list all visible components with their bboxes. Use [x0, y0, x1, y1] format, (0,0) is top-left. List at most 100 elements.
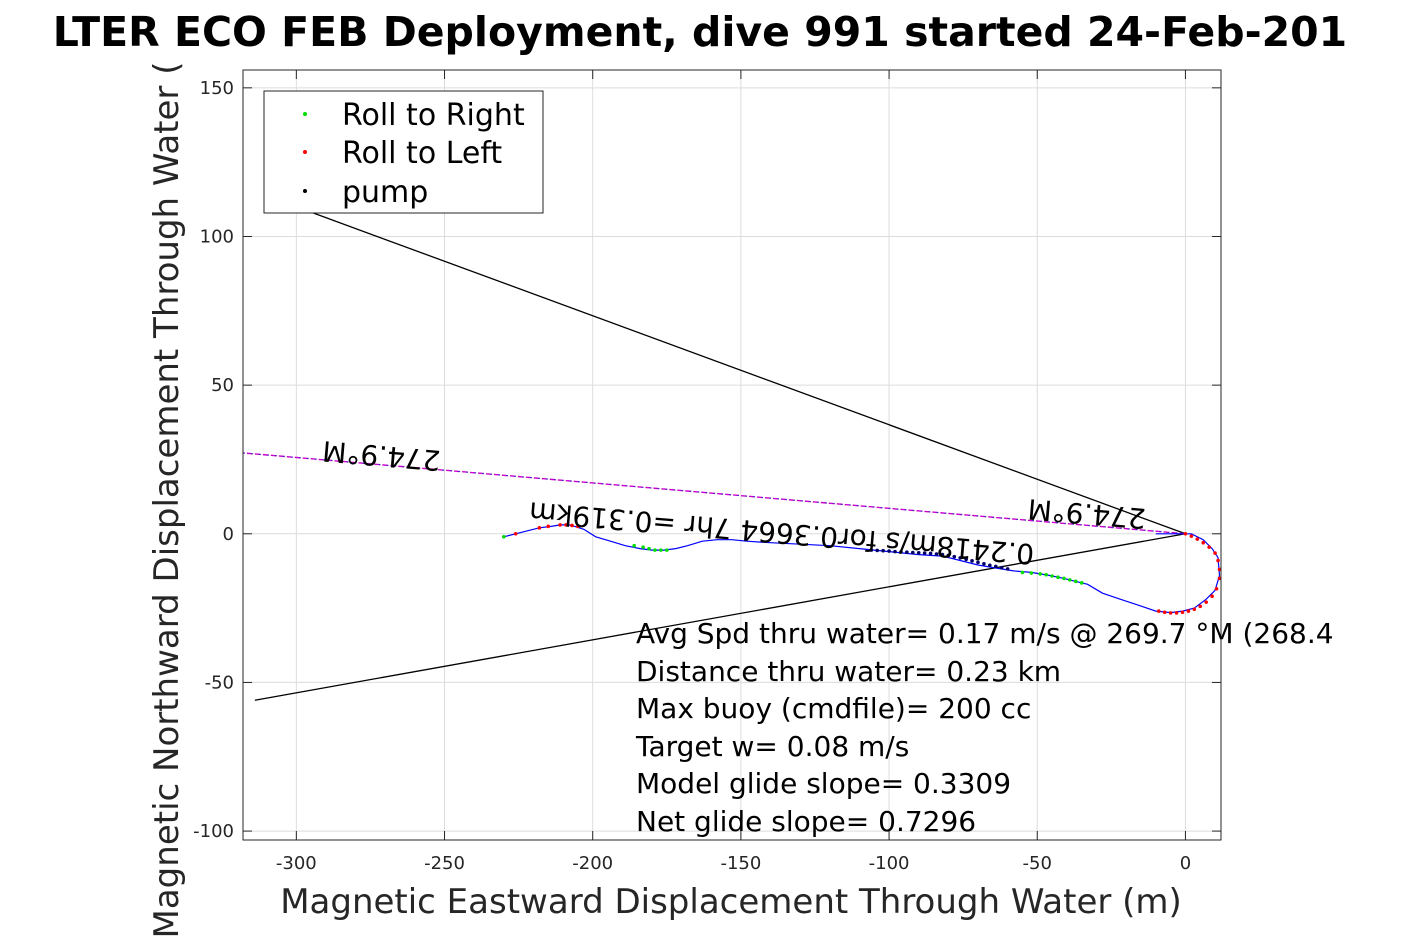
roll-right-point — [665, 548, 669, 552]
roll-left-point — [576, 524, 580, 529]
roll-left-point — [1216, 558, 1220, 563]
roll-left-point — [1207, 545, 1211, 549]
roll-right-point — [641, 545, 645, 549]
heading-cone-line — [254, 533, 1186, 701]
roll-left-point — [1217, 567, 1221, 572]
pump-point — [958, 556, 962, 560]
pump-point — [893, 549, 897, 554]
roll-left-point — [1213, 551, 1217, 555]
roll-right-point — [632, 543, 636, 548]
roll-left-point — [1198, 604, 1203, 609]
x-tick-label: -300 — [276, 853, 317, 874]
y-tick-label: 50 — [211, 375, 234, 396]
roll-right-point — [1038, 572, 1043, 576]
pump-point — [988, 563, 992, 568]
roll-right-point — [1044, 573, 1048, 577]
legend-marker-roll-left — [303, 150, 307, 154]
roll-left-point — [1214, 586, 1219, 591]
legend-marker-roll-right — [303, 112, 307, 116]
legend: Roll to Right Roll to Left pump — [263, 90, 544, 214]
heading-line-overlay — [243, 452, 1186, 535]
pump-point — [869, 548, 874, 552]
roll-right-point — [1062, 576, 1066, 581]
annotation-net-glide: Net glide slope= 0.7296 — [636, 805, 976, 838]
y-tick-label: -100 — [193, 821, 234, 842]
roll-left-point — [513, 531, 518, 536]
annotation-target-w: Target w= 0.08 m/s — [635, 730, 909, 763]
legend-label-roll-left: Roll to Left — [342, 136, 502, 171]
legend-label-roll-right: Roll to Right — [342, 98, 525, 133]
pump-point — [875, 548, 880, 553]
roll-right-point — [653, 548, 657, 552]
roll-right-point — [1050, 574, 1054, 578]
roll-left-point — [1217, 576, 1221, 581]
annotation-model-glide: Model glide slope= 0.3309 — [636, 767, 1011, 800]
pump-point — [928, 551, 933, 556]
x-tick-label: 0 — [1180, 853, 1191, 874]
annotation-distance: Distance thru water= 0.23 km — [636, 655, 1061, 688]
legend-label-pump: pump — [342, 175, 428, 210]
roll-left-point — [1156, 609, 1161, 613]
roll-left-point — [1192, 607, 1197, 612]
roll-left-point — [1204, 600, 1208, 604]
pump-point — [993, 564, 998, 569]
y-tick-label: -50 — [205, 672, 234, 693]
roll-left-point — [564, 523, 568, 527]
reference-lines — [243, 206, 1186, 701]
roll-left-point — [1174, 611, 1179, 615]
roll-right-point — [1073, 579, 1078, 584]
pump-point — [934, 552, 939, 556]
pump-point — [922, 551, 927, 555]
x-tick-label: -200 — [572, 853, 613, 874]
pump-point — [899, 550, 903, 554]
pump-point — [946, 553, 951, 558]
pump-point — [940, 552, 945, 557]
x-tick-label: -100 — [869, 853, 910, 874]
pump-point — [887, 549, 891, 553]
roll-left-point — [1210, 594, 1214, 599]
x-axis-label: Magnetic Eastward Displacement Through W… — [280, 882, 1182, 922]
pump-point — [910, 550, 915, 555]
roll-right-point — [502, 534, 506, 539]
x-tick-label: -250 — [424, 853, 465, 874]
pump-point — [964, 557, 968, 562]
pump-point — [881, 548, 885, 553]
pump-point — [1005, 567, 1010, 571]
roll-left-point — [1168, 611, 1173, 615]
roll-right-point — [1068, 578, 1072, 582]
annotation-max-buoy: Max buoy (cmdfile)= 200 cc — [636, 692, 1031, 725]
pump-point — [970, 559, 974, 563]
roll-left-point — [1180, 610, 1185, 615]
x-tick-label: -150 — [720, 853, 761, 874]
roll-left-point — [1162, 610, 1167, 615]
roll-left-point — [1186, 609, 1191, 613]
legend-marker-pump — [303, 189, 307, 193]
roll-left-point — [1195, 537, 1200, 541]
roll-right-point — [1056, 575, 1060, 579]
y-tick-label: 150 — [200, 78, 234, 99]
annotation-avg-speed: Avg Spd thru water= 0.17 m/s @ 269.7 °M … — [636, 617, 1334, 650]
roll-right-point — [647, 546, 651, 551]
glider-track — [503, 524, 1221, 614]
y-tick-label: 0 — [223, 524, 234, 545]
pump-point — [952, 554, 957, 559]
stats-annotations: Avg Spd thru water= 0.17 m/s @ 269.7 °M … — [635, 617, 1334, 838]
pump-point — [905, 550, 909, 555]
roll-left-point — [1189, 534, 1194, 538]
roll-left-point — [1183, 531, 1188, 536]
plot-frame — [242, 69, 1222, 841]
x-tick-label: -50 — [1023, 853, 1052, 874]
roll-left-point — [1201, 540, 1206, 545]
roll-right-point — [1079, 581, 1084, 585]
grid — [243, 70, 1221, 840]
axis-ticks: -300 -250 -200 -150 -100 -50 0 150 100 50 0 -50 -100 — [193, 70, 1221, 874]
pump-point — [999, 565, 1004, 570]
heading-cone-line — [296, 206, 1186, 535]
track-layer — [503, 524, 1221, 614]
roll-left-point — [570, 523, 574, 528]
pump-point — [916, 551, 921, 555]
roll-right-point — [659, 548, 663, 552]
y-axis-label: Magnetic Northward Displacement Through … — [147, 62, 187, 939]
roll-left-point — [546, 524, 551, 529]
